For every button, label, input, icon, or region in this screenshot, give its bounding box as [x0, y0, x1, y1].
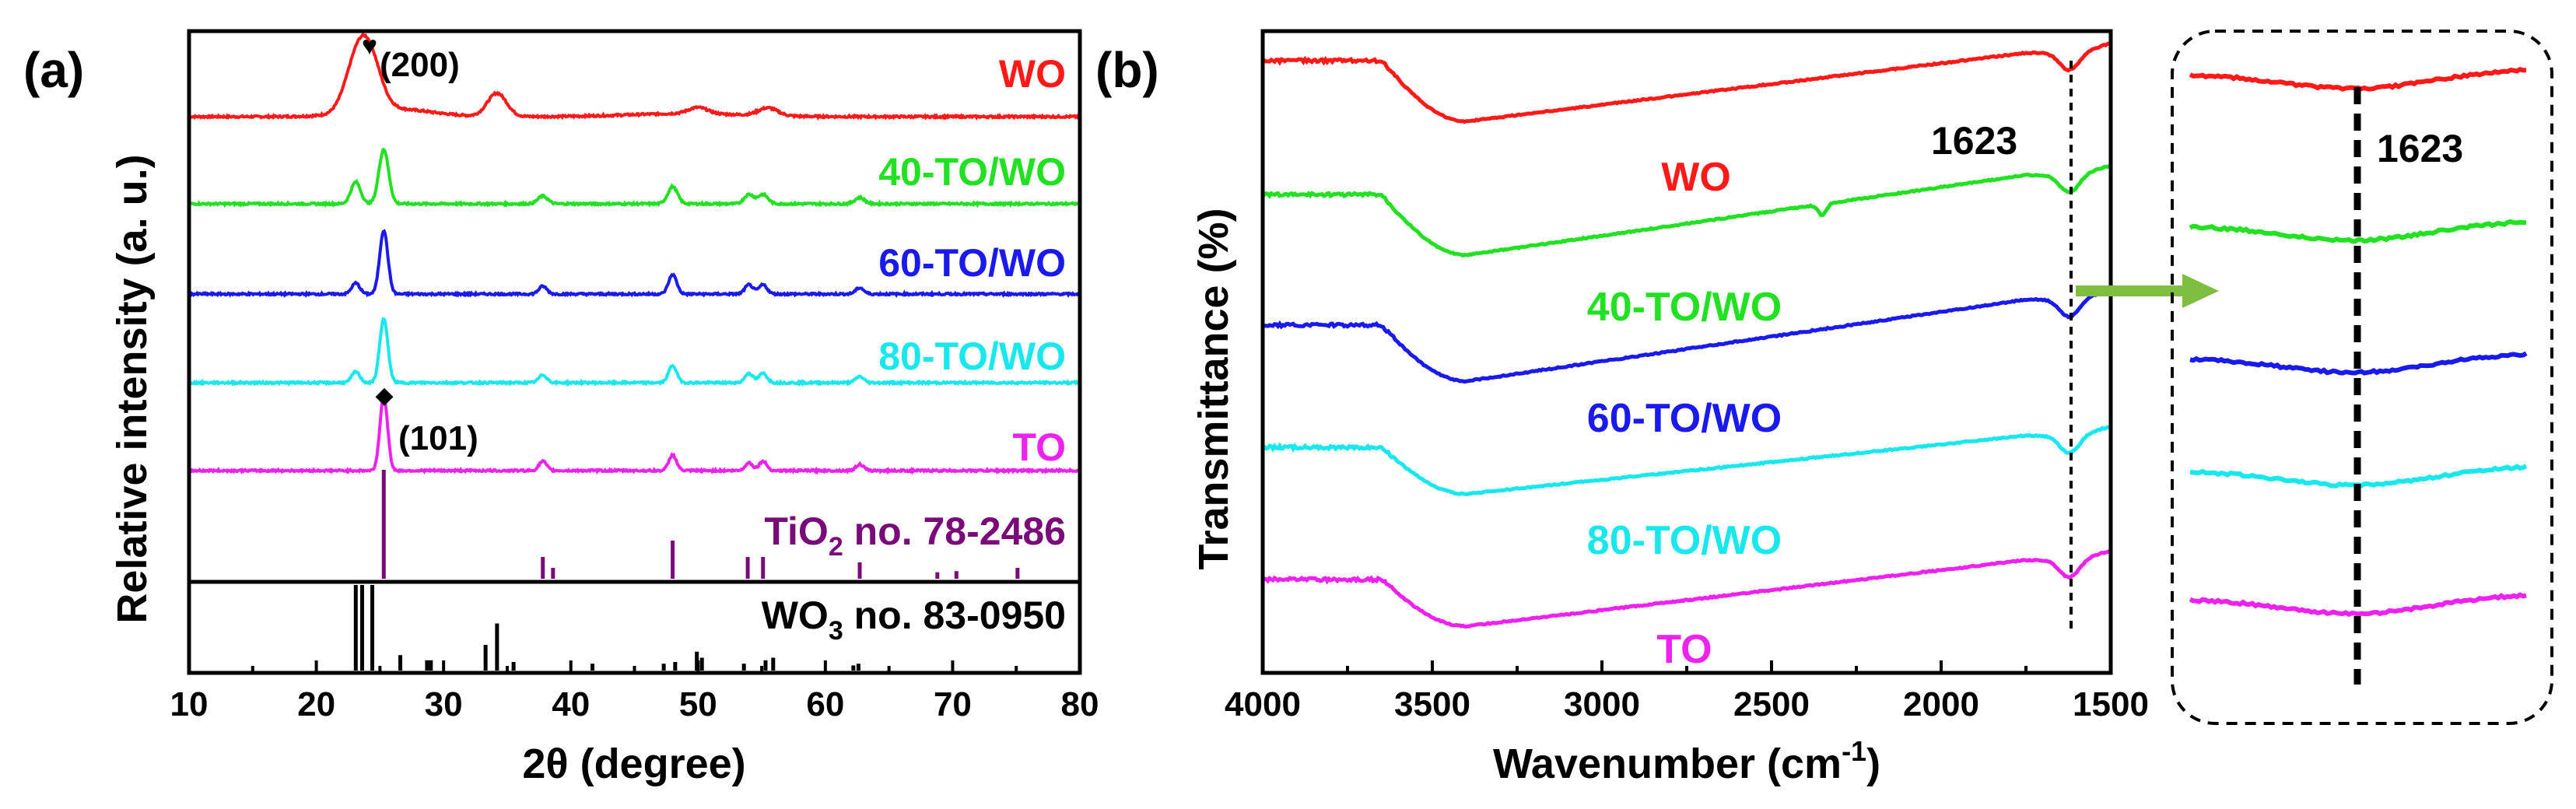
panel-b-ylabel: Transmittance (%): [1190, 208, 1237, 569]
xrd-curve-60-to-wo: [188, 229, 1081, 299]
xrd-curve-80-to-wo: [188, 317, 1081, 387]
x-tick-label-a: 70: [934, 685, 972, 723]
series-label-80-a: 80-TO/WO: [878, 334, 1066, 378]
x-tick-label-b: 2000: [1903, 685, 1979, 723]
panel-b-x-ticks: [1261, 660, 2112, 673]
series-label-80-b: 80-TO/WO: [1587, 518, 1782, 563]
x-tick-label-a: 80: [1061, 685, 1099, 723]
x-tick-label-b: 4000: [1225, 685, 1301, 723]
x-tick-label-a: 50: [679, 685, 717, 723]
x-tick-label-a: 30: [425, 685, 463, 723]
inset-curve-to: [2189, 592, 2527, 618]
panel-a-xlabel: 2θ (degree): [522, 741, 745, 787]
band-1623-label: 1623: [1931, 119, 2017, 163]
series-label-to-b: TO: [1656, 627, 1712, 672]
x-tick-label-a: 10: [170, 685, 209, 723]
inset-1623-label: 1623: [2377, 127, 2463, 170]
ftir-curve-to: [1261, 548, 2112, 629]
ref-label-wo3: WO3 no. 83-0950: [762, 594, 1066, 646]
xrd-curve-to: [188, 390, 1081, 475]
peak-200-label: (200): [380, 46, 460, 84]
x-tick-label-b: 3500: [1394, 685, 1470, 723]
panel-a-label: (a): [23, 42, 84, 98]
panel-a-xrd: (a) Relative intensity (a. u.) 10 20 30 40 5…: [23, 29, 1099, 787]
ftir-curve-40-to-wo: [1261, 163, 2112, 258]
ref-label-tio2: TiO2 no. 78-2486: [764, 510, 1066, 562]
series-label-40-b: 40-TO/WO: [1587, 285, 1782, 330]
x-tick-label-a: 40: [552, 685, 590, 723]
panel-b-x-tick-labels: 4000 3500 3000 2500 2000 1500: [1225, 685, 2149, 723]
peak-101-marker: ◆: [375, 383, 393, 408]
series-label-60-a: 60-TO/WO: [878, 241, 1066, 285]
inset-frame: [2171, 30, 2553, 725]
panel-a-reference-sticks: [353, 470, 1020, 671]
inset-curve-wo: [2189, 66, 2527, 92]
panel-b-ftir: (b) Transmittance (%) 4000 3500 3000 2500 20…: [1095, 29, 2553, 787]
panel-a-curves: [188, 32, 1081, 475]
panel-a-ylabel: Relative intensity (a. u.): [109, 154, 156, 623]
inset-curve-60-to-wo: [2189, 351, 2528, 376]
series-label-60-b: 60-TO/WO: [1587, 396, 1782, 441]
panel-b-curves: [1261, 41, 2112, 629]
xrd-curve-40-to-wo: [188, 147, 1081, 208]
x-tick-label-a: 60: [806, 685, 844, 723]
panel-a-x-ticks: [188, 660, 1081, 673]
x-tick-label-b: 3000: [1564, 685, 1640, 723]
series-label-wo-a: WO: [999, 52, 1066, 96]
x-tick-label-a: 20: [297, 685, 335, 723]
series-label-40-a: 40-TO/WO: [878, 150, 1066, 194]
arrow-to-inset: [2076, 274, 2219, 308]
panel-b-xlabel: Wavenumber (cm-1): [1493, 735, 1880, 787]
peak-200-marker: ♥: [362, 31, 377, 61]
x-tick-label-b: 1500: [2073, 685, 2149, 723]
ftir-curve-wo: [1262, 41, 2112, 124]
series-label-to-a: TO: [1012, 426, 1066, 469]
inset-zoom: 1623: [2171, 30, 2553, 725]
panel-a-x-tick-labels: 10 20 30 40 50 60 70 80: [170, 685, 1099, 723]
inset-curve-40-to-wo: [2189, 219, 2527, 244]
ftir-curve-80-to-wo: [1261, 425, 2112, 496]
xrd-curve-wo: [188, 32, 1081, 121]
panel-b-label: (b): [1095, 42, 1159, 98]
peak-101-label: (101): [398, 419, 478, 457]
ftir-curve-60-to-wo: [1262, 288, 2112, 384]
x-tick-label-b: 2500: [1733, 685, 1810, 723]
series-label-wo-b: WO: [1661, 155, 1731, 200]
